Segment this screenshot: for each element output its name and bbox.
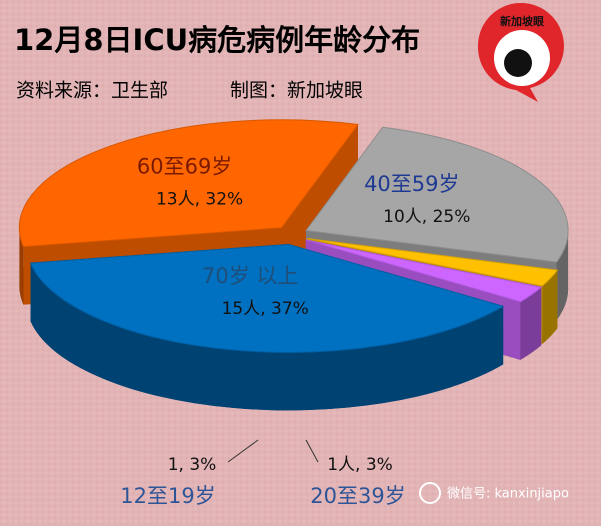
value-label: 1, 3%	[168, 455, 217, 475]
slice-side	[520, 287, 542, 360]
value-label: 13人, 32%	[156, 189, 243, 209]
logo: 新加坡眼	[477, 2, 564, 103]
slice-side	[30, 263, 504, 411]
slice-side	[542, 270, 558, 344]
category-label: 20至39岁	[310, 484, 405, 508]
slice-side	[556, 230, 569, 321]
watermark: 微信号: kanxinjiapo	[419, 482, 569, 504]
logo-pupil	[504, 49, 532, 77]
category-label: 70岁 以上	[202, 264, 298, 288]
slice-side	[19, 227, 24, 305]
leader-line	[227, 439, 259, 463]
credit: 制图：新加坡眼	[230, 80, 363, 102]
category-label: 60至69岁	[137, 154, 232, 178]
pie	[18, 119, 569, 411]
value-label: 1人, 3%	[327, 455, 393, 475]
category-label: 12至19岁	[120, 484, 215, 508]
slice	[305, 126, 569, 263]
slice	[29, 243, 505, 353]
category-label: 40至59岁	[364, 172, 459, 196]
watermark-text: 微信号: kanxinjiapo	[447, 487, 569, 502]
value-label: 15人, 37%	[222, 299, 309, 319]
slice	[18, 119, 359, 248]
slice	[305, 239, 543, 303]
slice	[306, 238, 559, 287]
chart-title: 12月8日ICU病危病例年龄分布	[14, 23, 420, 57]
source: 资料来源：卫生部	[16, 80, 168, 102]
slice-wall	[281, 124, 358, 286]
leader-line	[305, 439, 319, 463]
wechat-icon	[419, 482, 441, 504]
value-label: 10人, 25%	[383, 207, 470, 227]
logo-text: 新加坡眼	[500, 14, 544, 28]
